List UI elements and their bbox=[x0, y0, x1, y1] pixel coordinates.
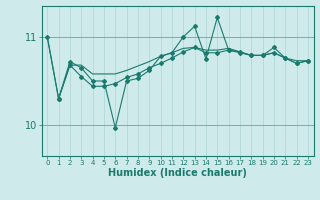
X-axis label: Humidex (Indice chaleur): Humidex (Indice chaleur) bbox=[108, 168, 247, 178]
